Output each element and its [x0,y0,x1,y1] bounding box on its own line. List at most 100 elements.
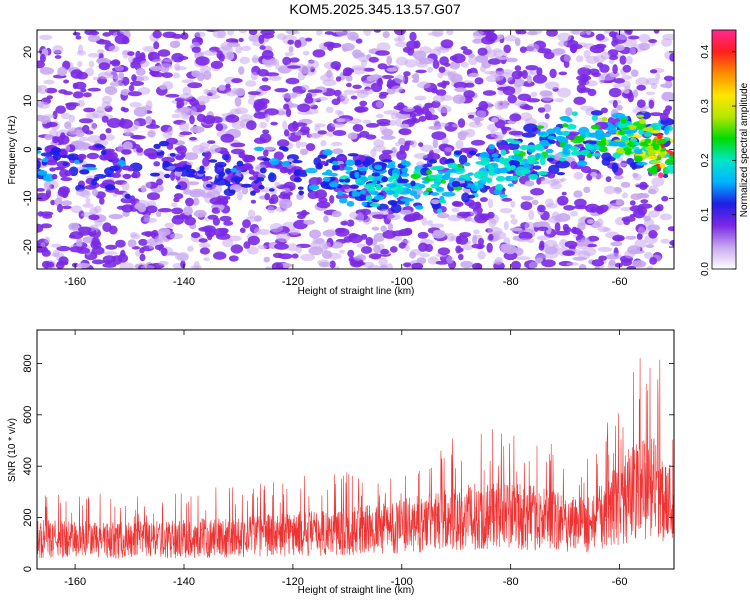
x-tick-label: -120 [282,276,304,288]
spectrogram-cell [331,98,341,106]
spectrogram-cell [574,239,589,250]
spectrogram-cell [544,81,560,90]
spectrogram-cell [55,105,67,114]
spectrogram-cell [471,262,483,269]
spectrogram-cell [636,193,645,199]
spectrogram-cell [561,191,567,196]
spectrogram-cell [341,184,351,190]
spectrogram-cell [571,111,579,116]
spectrogram-cell [372,191,379,196]
spectrogram-cell [643,215,651,222]
spectrogram-cell [621,75,632,80]
spectrogram-cell [147,130,156,138]
spectrogram-cell [493,259,502,265]
spectrogram-cell [241,183,253,188]
spectrogram-cell [608,259,616,267]
spectrogram-cell [419,253,430,258]
spectrogram-cell [449,61,460,70]
spectrogram-cell [636,233,643,240]
spectrogram-cell [596,218,604,228]
spectrogram-cell [452,166,466,175]
spectrogram-cell [156,171,166,180]
spectrogram-cell [299,172,308,177]
spectrogram-cell [647,149,656,157]
spectrogram-cell [248,30,258,36]
y-tick-label: 20 [22,46,34,58]
spectrogram-cell [414,95,427,101]
spectrogram-cell [191,70,201,78]
spectrogram-cell [328,181,339,188]
spectrogram-cell [85,197,91,204]
spectrogram-cell [646,265,654,269]
spectrogram-cell [645,91,656,96]
spectrogram-cell [68,114,75,123]
spectrogram-cell [614,175,624,180]
spectrogram-cell [638,33,651,43]
spectrogram-cell [140,60,150,68]
spectrogram-cell [79,137,89,142]
spectrogram-cell [282,120,288,131]
spectrogram-cell [526,144,536,150]
spectrogram-cell [398,137,406,145]
spectrogram-cell [381,176,389,183]
spectrogram-cell [619,55,627,65]
spectrogram-cell [104,86,118,95]
spectrogram-cell [135,50,141,60]
spectrogram-cell [371,226,380,231]
spectrogram-cell [558,71,568,76]
spectrogram-cell [136,147,144,153]
spectrogram-cell [487,164,494,171]
spectrogram-cell [322,229,336,237]
spectrogram-cell [504,162,510,168]
x-tick-label: -100 [391,276,413,288]
spectrogram-cell [546,157,554,162]
spectrogram-cell [337,190,344,196]
spectrogram-cell [625,235,637,240]
spectrogram-cell [231,87,239,95]
spectrogram-cell [659,163,666,169]
spectrogram-cell [195,56,210,66]
spectrogram-cell [535,153,541,159]
spectrogram-cell [92,188,98,197]
spectrogram-cell [239,56,250,64]
spectrogram-cell [511,154,522,160]
spectrogram-cell [576,230,584,236]
spectrogram-cell [381,149,393,155]
spectrogram-cell [122,173,132,179]
spectrogram-cell [437,247,451,256]
spectrogram-cell [44,236,51,244]
spectrogram-cell [629,46,636,56]
spectrogram-cell [368,253,382,260]
spectrogram-cell [156,210,162,217]
spectrogram-cell [607,252,622,260]
spectrogram-cell [430,183,440,189]
x-tick-label: -160 [64,576,86,588]
spectrogram-cell [464,128,476,138]
spectrogram-cell [359,190,366,195]
spectrogram-cell [99,153,110,161]
spectrogram-cell [669,154,674,160]
spectrogram-cell [179,122,190,132]
spectrogram-cell [191,232,201,239]
spectrogram-cell [400,209,412,215]
spectrogram-cell [623,147,632,152]
spectrogram-cell [161,72,173,78]
spectrogram-cell [498,243,513,251]
spectrogram-cell [248,176,259,181]
spectrogram-cell [108,45,120,53]
spectrogram-cell [64,121,72,130]
spectrogram-cell [205,183,212,188]
spectrogram-cell [452,94,466,104]
y-tick-label: 200 [22,508,34,526]
spectrogram-cell [380,264,388,269]
spectrogram-cell [651,177,665,187]
spectrogram-cell [427,32,443,36]
spectrogram-cell [172,72,181,79]
spectrogram-cell [335,227,346,234]
spectrogram-cell [657,133,663,140]
spectrogram-cell [362,261,374,268]
spectrogram-cell [562,250,575,256]
spectrogram-cell [70,205,83,214]
spectrogram-cell [543,51,555,60]
spectrogram-cell [99,133,107,141]
